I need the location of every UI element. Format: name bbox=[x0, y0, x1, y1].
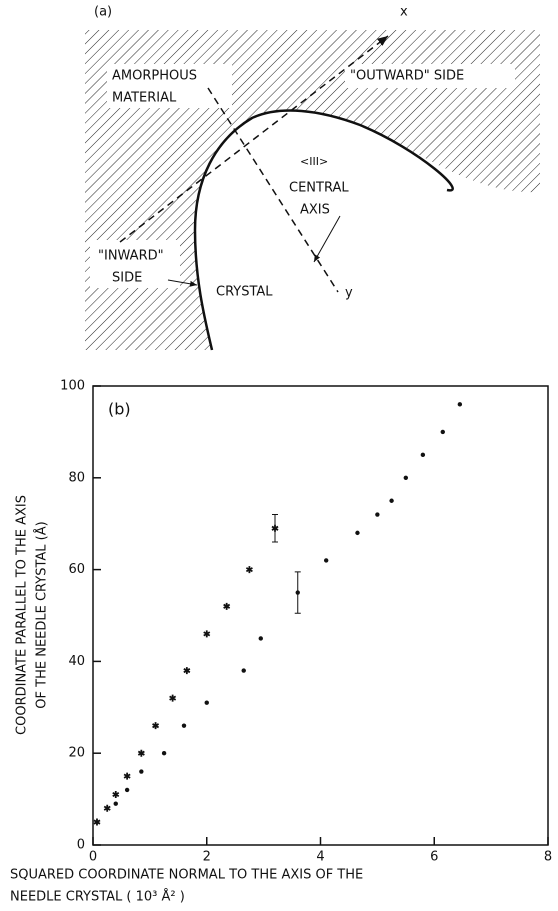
label: AMORPHOUS bbox=[112, 69, 197, 84]
dot-point bbox=[139, 769, 144, 774]
asterisk-point bbox=[203, 630, 211, 638]
dot-point bbox=[375, 512, 380, 517]
label-box bbox=[90, 0, 134, 24]
crystal-boundary bbox=[193, 109, 454, 351]
dot-point bbox=[258, 636, 263, 641]
x-tick-label: 4 bbox=[316, 850, 324, 865]
asterisk-point bbox=[183, 667, 191, 675]
x-axis-label: SQUARED COORDINATE NORMAL TO THE AXIS OF… bbox=[10, 868, 363, 883]
plot-frame bbox=[92, 385, 549, 846]
dot-point bbox=[440, 429, 445, 435]
y-tick-label: 60 bbox=[68, 562, 85, 577]
x-tick-label: 8 bbox=[544, 850, 552, 865]
y-tick-label: 20 bbox=[68, 746, 85, 761]
x-axis-label: NEEDLE CRYSTAL ( 10³ Å² ) bbox=[10, 889, 185, 905]
y-tick-label: 0 bbox=[77, 838, 85, 853]
label: <III> bbox=[300, 155, 328, 168]
label: y bbox=[345, 286, 353, 301]
y-axis-label: OF THE NEEDLE CRYSTAL (Å) bbox=[34, 521, 50, 708]
label: x bbox=[400, 5, 408, 20]
y-tick-label: 40 bbox=[68, 654, 85, 669]
panel-label: (a) bbox=[94, 5, 112, 20]
asterisk-point bbox=[245, 566, 253, 574]
y-axis-label: COORDINATE PARALLEL TO THE AXIS bbox=[15, 495, 30, 735]
x-axis-line bbox=[119, 35, 389, 243]
y-tick-label: 100 bbox=[60, 379, 85, 394]
asterisk-point bbox=[112, 791, 120, 799]
label: SIDE bbox=[112, 271, 142, 286]
label: CRYSTAL bbox=[216, 285, 273, 300]
dot-point bbox=[124, 787, 130, 793]
asterisk-point bbox=[152, 722, 160, 730]
asterisk-point bbox=[169, 694, 177, 702]
dot-point bbox=[389, 498, 394, 503]
label: "INWARD" bbox=[98, 249, 164, 264]
pointer bbox=[313, 215, 341, 263]
asterisk-point bbox=[271, 524, 279, 532]
dot-point bbox=[420, 452, 426, 458]
dot-point bbox=[403, 475, 409, 480]
asterisk-point bbox=[103, 804, 111, 812]
label-box bbox=[90, 240, 180, 288]
central-axis-line bbox=[207, 87, 339, 293]
dot-point bbox=[113, 801, 118, 806]
panel-label: (b) bbox=[108, 400, 131, 419]
x-tick-label: 0 bbox=[89, 850, 97, 865]
label-box bbox=[107, 64, 232, 108]
dot-point bbox=[355, 530, 360, 536]
dot-point bbox=[181, 723, 187, 728]
dot-point bbox=[204, 700, 209, 705]
asterisk-point bbox=[137, 749, 145, 757]
dot-point bbox=[161, 751, 167, 756]
x-tick-label: 2 bbox=[203, 850, 211, 865]
label: AXIS bbox=[300, 203, 330, 218]
dot-point bbox=[241, 668, 246, 673]
label: CENTRAL bbox=[289, 181, 349, 196]
label: MATERIAL bbox=[112, 91, 177, 106]
pointer bbox=[167, 279, 198, 287]
asterisk-point bbox=[93, 818, 101, 826]
dot-point bbox=[457, 402, 463, 407]
y-tick-label: 80 bbox=[68, 470, 85, 485]
amorphous-region bbox=[85, 30, 540, 350]
x-tick-label: 6 bbox=[430, 850, 438, 865]
dot-point bbox=[323, 558, 329, 563]
asterisk-point bbox=[123, 772, 131, 780]
label-box bbox=[345, 64, 515, 88]
asterisk-point bbox=[223, 602, 231, 610]
label: "OUTWARD" SIDE bbox=[350, 69, 464, 84]
dot-point bbox=[295, 590, 300, 595]
